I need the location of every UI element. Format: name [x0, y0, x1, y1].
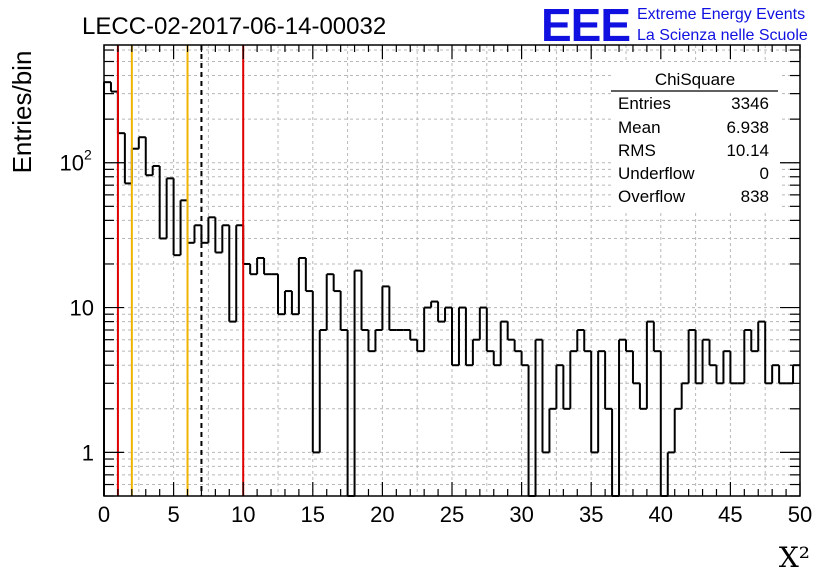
x-tick-label: 50 [788, 502, 812, 527]
stats-label-entries: Entries [618, 94, 671, 113]
stats-value-underflow: 0 [760, 164, 769, 183]
x-tick-label: 45 [718, 502, 742, 527]
y-tick-label-exponent: 2 [84, 147, 92, 163]
cut-lines [116, 45, 245, 496]
x-tick-labels: 0 5 10 15 20 25 30 35 40 45 50 [98, 502, 812, 527]
stats-value-entries: 3346 [731, 94, 769, 113]
chart-title: LECC-02-2017-06-14-00032 [82, 13, 386, 40]
x-tick-label: 0 [98, 502, 110, 527]
logo-mark: EEE [541, 0, 630, 51]
x-tick-label: 20 [370, 502, 394, 527]
logo-line-1: Extreme Energy Events [637, 6, 805, 23]
stats-value-mean: 6.938 [726, 118, 769, 137]
x-tick-label: 5 [167, 502, 179, 527]
y-tick-label: 10 [60, 151, 84, 176]
grid [104, 45, 800, 497]
stats-label-overflow: Overflow [618, 187, 686, 206]
x-tick-label: 25 [440, 502, 464, 527]
stats-header: ChiSquare [655, 70, 735, 89]
y-axis-label: Entries/bin [7, 51, 37, 174]
x-tick-label: 40 [649, 502, 673, 527]
stats-label-rms: RMS [618, 141, 656, 160]
frame-and-ticks [103, 44, 801, 497]
stats-box: ChiSquare Entries 3346 Mean 6.938 RMS 10… [611, 63, 780, 212]
stats-value-rms: 10.14 [726, 141, 769, 160]
logo-line-2: La Scienza nelle Scuole [637, 27, 808, 44]
stats-label-underflow: Underflow [618, 164, 695, 183]
y-tick-label: 10 [70, 296, 94, 321]
x-axis-label: X² [779, 541, 810, 572]
stats-label-mean: Mean [618, 118, 661, 137]
x-tick-label: 15 [301, 502, 325, 527]
x-tick-label: 10 [231, 502, 255, 527]
y-tick-label: 1 [82, 440, 94, 465]
stats-box-background [611, 63, 780, 212]
x-tick-label: 35 [579, 502, 603, 527]
eee-logo: EEE Extreme Energy Events La Scienza nel… [541, 0, 808, 51]
stats-value-overflow: 838 [741, 187, 769, 206]
x-tick-label: 30 [509, 502, 533, 527]
